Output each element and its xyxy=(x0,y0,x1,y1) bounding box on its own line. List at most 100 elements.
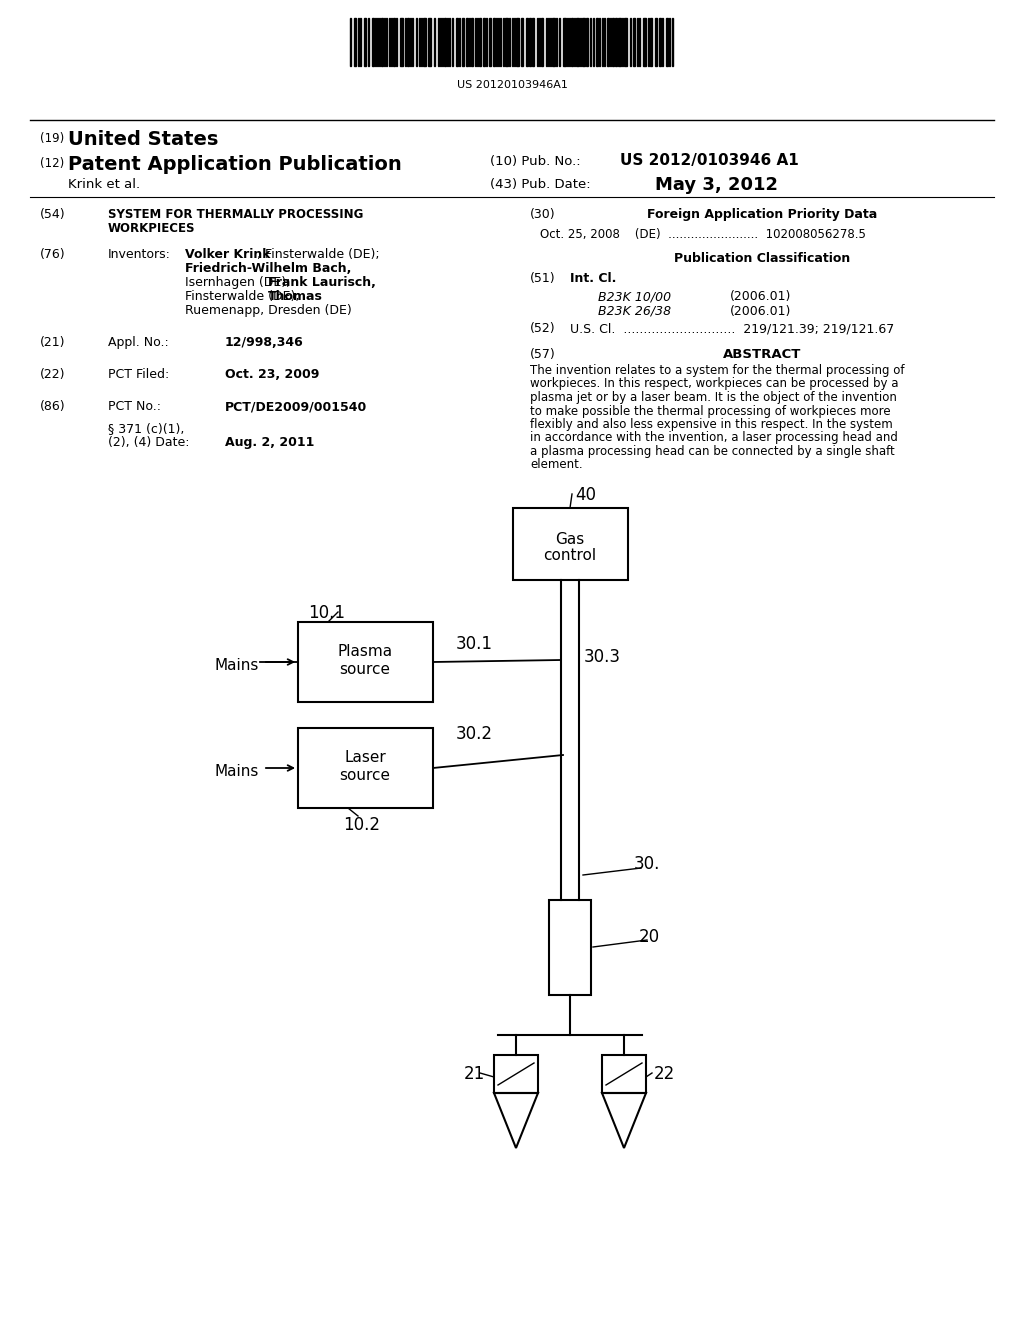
Bar xyxy=(456,18,458,66)
Bar xyxy=(655,18,657,66)
Bar xyxy=(493,18,495,66)
Text: Gas: Gas xyxy=(555,532,585,546)
Bar xyxy=(586,18,588,66)
Text: control: control xyxy=(544,548,597,564)
Bar xyxy=(526,18,528,66)
Bar xyxy=(532,18,534,66)
Text: Friedrich-Wilhelm Bach,: Friedrich-Wilhelm Bach, xyxy=(185,261,351,275)
Bar xyxy=(582,18,585,66)
Bar xyxy=(607,18,609,66)
Text: (2), (4) Date:: (2), (4) Date: xyxy=(108,436,189,449)
Text: (86): (86) xyxy=(40,400,66,413)
Bar xyxy=(471,18,473,66)
Text: plasma jet or by a laser beam. It is the object of the invention: plasma jet or by a laser beam. It is the… xyxy=(530,391,897,404)
Text: PCT No.:: PCT No.: xyxy=(108,400,161,413)
Bar xyxy=(541,18,543,66)
Bar xyxy=(618,18,621,66)
Text: Plasma: Plasma xyxy=(338,644,392,659)
Text: SYSTEM FOR THERMALLY PROCESSING: SYSTEM FOR THERMALLY PROCESSING xyxy=(108,209,364,220)
Bar xyxy=(549,900,591,995)
Text: US 2012/0103946 A1: US 2012/0103946 A1 xyxy=(620,153,799,168)
Text: Patent Application Publication: Patent Application Publication xyxy=(68,154,401,174)
Text: Int. Cl.: Int. Cl. xyxy=(570,272,616,285)
Bar xyxy=(364,18,366,66)
Bar xyxy=(633,18,635,66)
Bar xyxy=(372,18,374,66)
Text: WORKPIECES: WORKPIECES xyxy=(108,222,196,235)
Text: (43) Pub. Date:: (43) Pub. Date: xyxy=(490,178,591,191)
Text: (12): (12) xyxy=(40,157,65,170)
Text: in accordance with the invention, a laser processing head and: in accordance with the invention, a lase… xyxy=(530,432,898,445)
Text: 20: 20 xyxy=(639,928,660,946)
Text: 10.1: 10.1 xyxy=(308,605,345,622)
Text: The invention relates to a system for the thermal processing of: The invention relates to a system for th… xyxy=(530,364,904,378)
Text: B23K 10/00: B23K 10/00 xyxy=(598,290,671,304)
Bar xyxy=(659,18,662,66)
Text: PCT Filed:: PCT Filed: xyxy=(108,368,169,381)
Text: (52): (52) xyxy=(530,322,556,335)
Text: Appl. No.:: Appl. No.: xyxy=(108,337,169,348)
Bar xyxy=(624,18,627,66)
Bar xyxy=(521,18,523,66)
Text: (22): (22) xyxy=(40,368,66,381)
Text: 12/998,346: 12/998,346 xyxy=(225,337,304,348)
Text: 22: 22 xyxy=(654,1065,675,1082)
Text: Isernhagen (DE);: Isernhagen (DE); xyxy=(185,276,294,289)
Text: Finsterwalde (DE);: Finsterwalde (DE); xyxy=(185,290,304,304)
Text: 30.: 30. xyxy=(634,855,660,873)
Text: Mains: Mains xyxy=(215,657,259,673)
Text: May 3, 2012: May 3, 2012 xyxy=(655,176,778,194)
Bar xyxy=(428,18,431,66)
Bar xyxy=(596,18,598,66)
Text: ABSTRACT: ABSTRACT xyxy=(723,348,801,360)
Bar xyxy=(494,1055,538,1093)
Bar xyxy=(666,18,668,66)
Text: 30.3: 30.3 xyxy=(584,648,621,667)
Text: 40: 40 xyxy=(575,486,596,504)
Text: Krink et al.: Krink et al. xyxy=(68,178,140,191)
Bar xyxy=(563,18,566,66)
Text: element.: element. xyxy=(530,458,583,471)
Bar xyxy=(575,18,579,66)
Bar xyxy=(612,18,614,66)
Text: flexibly and also less expensive in this respect. In the system: flexibly and also less expensive in this… xyxy=(530,418,893,432)
Text: 21: 21 xyxy=(464,1065,485,1082)
Text: (57): (57) xyxy=(530,348,556,360)
Text: (21): (21) xyxy=(40,337,66,348)
Text: a plasma processing head can be connected by a single shaft: a plasma processing head can be connecte… xyxy=(530,445,895,458)
Text: Laser: Laser xyxy=(344,750,386,766)
Text: Mains: Mains xyxy=(215,764,259,779)
Text: U.S. Cl.  ............................  219/121.39; 219/121.67: U.S. Cl. ............................ 21… xyxy=(570,322,894,335)
Text: Aug. 2, 2011: Aug. 2, 2011 xyxy=(225,436,314,449)
Text: § 371 (c)(1),: § 371 (c)(1), xyxy=(108,422,184,436)
Bar xyxy=(298,622,433,702)
Text: , Finsterwalde (DE);: , Finsterwalde (DE); xyxy=(257,248,380,261)
Text: (2006.01): (2006.01) xyxy=(730,305,792,318)
Bar xyxy=(650,18,652,66)
Text: B23K 26/38: B23K 26/38 xyxy=(598,305,671,318)
Bar xyxy=(423,18,426,66)
Text: workpieces. In this respect, workpieces can be processed by a: workpieces. In this respect, workpieces … xyxy=(530,378,898,391)
Bar xyxy=(444,18,446,66)
Bar xyxy=(513,508,628,579)
Bar xyxy=(407,18,409,66)
Text: PCT/DE2009/001540: PCT/DE2009/001540 xyxy=(225,400,368,413)
Text: (2006.01): (2006.01) xyxy=(730,290,792,304)
Bar xyxy=(381,18,383,66)
Text: US 20120103946A1: US 20120103946A1 xyxy=(457,81,567,90)
Text: Thomas: Thomas xyxy=(268,290,323,304)
Bar xyxy=(643,18,646,66)
Text: (51): (51) xyxy=(530,272,556,285)
Bar xyxy=(571,18,573,66)
Bar xyxy=(529,18,531,66)
Text: 30.2: 30.2 xyxy=(456,725,493,743)
Text: United States: United States xyxy=(68,129,218,149)
Bar xyxy=(489,18,490,66)
Text: Oct. 25, 2008    (DE)  ........................  102008056278.5: Oct. 25, 2008 (DE) .....................… xyxy=(540,228,866,242)
Text: to make possible the thermal processing of workpieces more: to make possible the thermal processing … xyxy=(530,404,891,417)
Text: (30): (30) xyxy=(530,209,556,220)
Bar xyxy=(483,18,485,66)
Text: Volker Krink: Volker Krink xyxy=(185,248,270,261)
Bar xyxy=(615,18,617,66)
Text: Oct. 23, 2009: Oct. 23, 2009 xyxy=(225,368,319,381)
